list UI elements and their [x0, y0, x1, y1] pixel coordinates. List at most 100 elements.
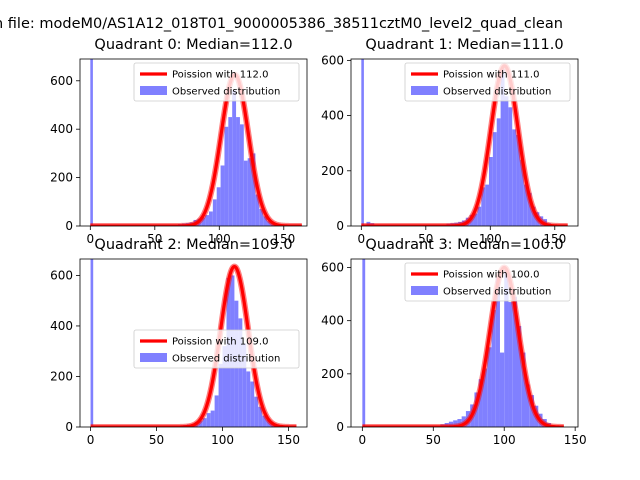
y-tick-label: 200: [321, 367, 344, 381]
hist-bar: [527, 192, 532, 226]
y-tick-label: 0: [336, 219, 344, 233]
hist-bar: [90, 259, 94, 427]
legend-box: [133, 329, 300, 369]
fit-curve: [89, 73, 303, 226]
y-tick-label: 600: [50, 268, 73, 282]
y-tick-label: 200: [50, 171, 73, 185]
hist-bar: [208, 211, 213, 226]
figure-suptitle: n file: modeM0/AS1A12_018T01_9000005386_…: [0, 16, 563, 32]
panel-title: Quadrant 0: Median=112.0: [94, 37, 292, 53]
y-tick-label: 200: [50, 369, 73, 383]
y-tick-label: 600: [321, 261, 344, 275]
hist-bar: [216, 187, 221, 226]
plot-area: [360, 259, 567, 427]
x-tick-label: 50: [147, 232, 162, 246]
hist-bar: [220, 165, 225, 226]
hist-bar: [485, 184, 490, 226]
y-tick-label: 400: [50, 122, 73, 136]
axes-frame: [350, 258, 579, 428]
hist-bar: [487, 347, 492, 427]
hist-bar: [478, 379, 483, 427]
hist-bar: [224, 126, 229, 226]
hist-bar: [228, 117, 233, 226]
hist-bar: [212, 199, 217, 226]
hist-bar: [504, 96, 509, 226]
legend-label-fit: Poission with 111.0: [443, 70, 539, 81]
hist-bar: [495, 278, 500, 427]
y-tick-label: 200: [321, 164, 344, 178]
histogram-panel: Quadrant 0: Median=112.0 0 50 100 150 0 200 400…: [50, 37, 308, 246]
hist-bar: [251, 153, 256, 226]
y-tick-label: 400: [321, 109, 344, 123]
hist-bar: [477, 206, 482, 226]
panel-title: Quadrant 2: Median=109.0: [94, 237, 292, 253]
legend-label-fit: Poission with 112.0: [172, 70, 268, 81]
fit-curve: [89, 264, 298, 427]
hist-bar: [201, 217, 206, 226]
hist-bar: [523, 184, 528, 226]
panel-title: Quadrant 3: Median=100.0: [365, 237, 563, 253]
hist-bar: [361, 59, 364, 226]
hist-bar: [239, 124, 244, 226]
hist-bar: [254, 396, 259, 427]
legend-label-fit: Poission with 100.0: [443, 270, 539, 281]
y-tick-label: 400: [50, 319, 73, 333]
hist-bar: [512, 129, 517, 226]
hist-bar: [210, 410, 215, 427]
x-tick-label: 0: [359, 433, 367, 447]
hist-bar: [504, 270, 509, 427]
axes-frame: [79, 258, 308, 428]
hist-bar: [259, 209, 264, 226]
axes-frame: [79, 58, 308, 227]
y-tick-label: 600: [321, 53, 344, 67]
x-tick-label: 150: [272, 232, 295, 246]
hist-bar: [90, 59, 93, 226]
panel-title: Quadrant 1: Median=111.0: [365, 37, 563, 53]
y-tick-label: 0: [65, 219, 73, 233]
legend-patch-swatch: [140, 86, 167, 95]
hist-bar: [250, 381, 255, 427]
x-tick-label: 150: [277, 433, 300, 447]
hist-bar: [236, 117, 240, 226]
y-tick-label: 0: [336, 420, 344, 434]
hist-bar: [473, 213, 478, 226]
hist-bar: [243, 160, 248, 226]
hist-bar: [482, 368, 488, 427]
hist-bar: [238, 318, 243, 427]
histogram-panel: Quadrant 2: Median=109.0 0 50 100 150 0 200 400…: [50, 237, 308, 447]
hist-bar: [255, 194, 260, 226]
x-tick-label: 50: [418, 232, 433, 246]
hist-bar: [202, 418, 207, 427]
hist-bar: [242, 343, 247, 427]
legend-label-observed: Observed distribution: [443, 87, 551, 98]
legend-box: [133, 62, 300, 102]
hist-bar: [492, 132, 497, 226]
histogram-panel: Quadrant 1: Median=111.0 0 50 100 150 0 200 400…: [321, 37, 579, 246]
hist-bar: [489, 156, 493, 226]
fit-curve: [361, 265, 565, 427]
legend: Poission with 109.0 Observed distribution: [133, 329, 300, 369]
hist-bar: [496, 118, 501, 226]
hist-bar: [508, 302, 513, 427]
hist-bar: [521, 352, 526, 427]
legend-box: [404, 262, 571, 302]
plot-area: [87, 59, 305, 226]
hist-bar: [247, 158, 252, 226]
x-tick-label: 150: [543, 232, 566, 246]
legend: Poission with 112.0 Observed distribution: [133, 62, 300, 102]
x-tick-label: 150: [564, 433, 587, 447]
hist-bar: [512, 296, 517, 427]
x-tick-label: 50: [426, 433, 441, 447]
hist-bar: [362, 259, 366, 427]
y-tick-label: 600: [50, 74, 73, 88]
hist-bar: [491, 310, 496, 427]
legend-patch-swatch: [411, 86, 438, 95]
x-tick-label: 100: [479, 232, 502, 246]
x-tick-label: 100: [493, 433, 516, 447]
hist-bar: [222, 346, 227, 427]
hist-bar: [206, 413, 211, 427]
y-tick-label: 0: [65, 420, 73, 434]
x-tick-label: 50: [149, 433, 164, 447]
axes-frame: [350, 58, 579, 227]
